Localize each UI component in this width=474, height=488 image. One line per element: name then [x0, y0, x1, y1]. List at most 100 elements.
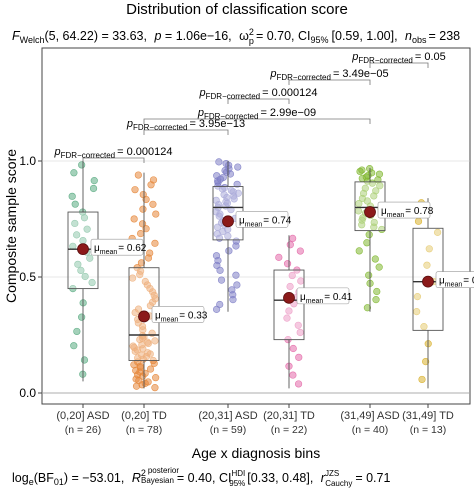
footer-ci-sup: HDI	[231, 469, 245, 478]
comparison-value: = 0.000124	[117, 146, 172, 158]
data-point	[363, 239, 371, 247]
comparison-p: p	[351, 51, 358, 63]
footer-r2-sup: 2	[141, 468, 146, 478]
footer-r-sub: Cauchy	[325, 479, 352, 488]
data-point	[233, 180, 241, 188]
comparison-p: p	[269, 68, 276, 80]
boxplot	[412, 198, 444, 389]
y-tick-label: 0.5	[19, 270, 36, 284]
mean-label: μmean= 0.33	[155, 310, 208, 323]
comparison-label: pFDR−corrected = 3.49e−05	[269, 68, 388, 82]
comparison-value: = 3.95e−13	[189, 118, 245, 130]
data-point	[212, 252, 221, 260]
footer-bf-rest: ) = −53.01,	[64, 471, 124, 485]
comparison-label: pFDR−corrected = 3.95e−13	[126, 118, 245, 132]
comparison-bracket: pFDR−corrected = 0.000124	[199, 87, 317, 104]
subtitle-p-label: p	[153, 29, 161, 43]
footer-bf-value: (BF	[34, 471, 55, 485]
mean-value: = 0.41	[324, 292, 353, 303]
data-point	[152, 210, 160, 218]
data-point	[434, 228, 442, 236]
mean-marker: μmean= 0.74	[222, 211, 292, 228]
data-point	[365, 231, 373, 239]
data-point	[149, 200, 157, 208]
data-point	[425, 245, 433, 253]
data-point	[275, 253, 283, 261]
mean-label-box	[90, 238, 144, 256]
bracket-line	[369, 62, 429, 68]
subtitle-eff-label: ω	[239, 29, 249, 43]
data-point	[289, 234, 297, 243]
subtitle-stat-label: F	[12, 29, 21, 43]
data-point	[88, 278, 96, 287]
data-point	[372, 187, 380, 195]
footer-bf-sub: e	[29, 477, 34, 487]
subtitle-ci-value: [0.59, 1.00],	[332, 29, 398, 43]
mean-marker: μmean= 0.62	[77, 238, 147, 256]
comparison-value: = 0.05	[415, 51, 446, 63]
data-point	[285, 307, 293, 315]
comparison-sub: FDR−corrected	[358, 56, 412, 65]
data-point	[146, 249, 154, 257]
subtitle-n-sub: obs	[412, 35, 427, 45]
data-point	[131, 186, 139, 194]
data-point	[228, 286, 236, 294]
comparison-label: pFDR−corrected = 2.99e−09	[197, 107, 316, 121]
mean-label-box	[151, 306, 205, 323]
comparison-label: pFDR−corrected = 0.000124	[54, 146, 173, 160]
comparison-bracket: pFDR−corrected = 0.05	[351, 51, 446, 68]
data-point	[289, 371, 297, 379]
comparison-sub: FDR−corrected	[133, 123, 187, 132]
data-point	[370, 218, 378, 227]
mean-dot	[422, 275, 434, 288]
mean-marker: μmean= 0.48	[422, 271, 474, 289]
data-point	[71, 219, 79, 228]
x-tick-label: (20,31] TD	[263, 410, 315, 422]
comparison-value: = 0.000124	[262, 87, 317, 99]
comparison-bracket: pFDR−corrected = 3.95e−13	[126, 118, 245, 135]
mean-symbol: μ	[94, 243, 100, 254]
data-point	[294, 321, 302, 329]
data-point	[219, 173, 227, 182]
box-iqr	[273, 269, 305, 341]
data-point	[365, 271, 373, 279]
data-point	[217, 276, 226, 284]
mean-sub: mean	[100, 249, 118, 256]
y-axis: 0.0 0.5 1.0	[19, 154, 42, 400]
data-point	[83, 225, 91, 233]
y-tick-label: 1.0	[19, 154, 36, 168]
comparison-value: = 3.49e−05	[333, 68, 389, 80]
x-tick-label: (20,31] ASD	[198, 410, 257, 422]
data-point	[283, 314, 291, 322]
data-point	[225, 247, 233, 255]
comparison-sub: FDR−corrected	[276, 73, 330, 82]
data-point	[213, 172, 221, 180]
chart-subtitle: FWelch(5, 64.22) = 33.63, p = 1.06e−16, …	[12, 27, 460, 46]
comparison-sub: FDR−corrected	[61, 151, 115, 160]
data-point	[286, 282, 294, 291]
mean-symbol: μ	[381, 206, 387, 217]
data-point	[413, 293, 422, 301]
subtitle-n-label: n	[405, 29, 412, 43]
mean-label: μmean= 0.41	[300, 292, 353, 305]
data-point	[146, 365, 155, 373]
data-point	[139, 190, 147, 199]
data-point	[221, 183, 229, 192]
data-point	[215, 158, 223, 166]
data-point	[422, 357, 430, 366]
data-point	[71, 200, 79, 208]
bracket-line	[82, 157, 145, 163]
footer-r-value: = 0.71	[355, 471, 390, 485]
comparison-bracket: pFDR−corrected = 0.000124	[54, 146, 173, 163]
mean-value: = 0.78	[405, 206, 434, 217]
mean-value: = 0.48	[463, 276, 474, 287]
mean-label: μmean= 0.48	[439, 276, 474, 289]
x-tick-count: (n = 13)	[410, 424, 446, 436]
mean-label-box	[235, 211, 289, 228]
data-point	[289, 344, 297, 353]
mean-marker: μmean= 0.41	[283, 287, 353, 305]
mean-marker: μmean= 0.33	[138, 306, 208, 323]
x-axis: (0,20] ASD (n = 26) (0,20] TD (n = 78) (20,3…	[56, 404, 454, 436]
